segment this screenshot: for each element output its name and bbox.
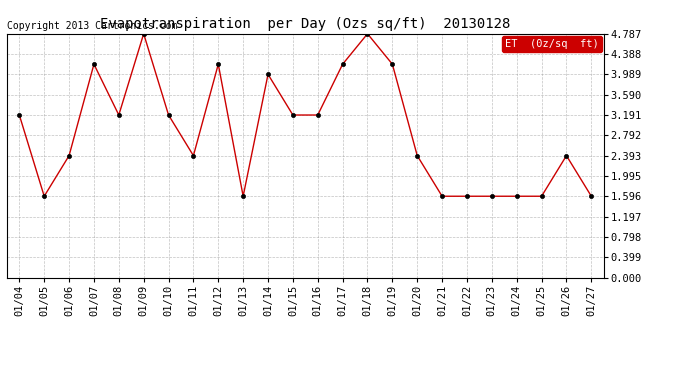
Title: Evapotranspiration  per Day (Ozs sq/ft)  20130128: Evapotranspiration per Day (Ozs sq/ft) 2… — [100, 17, 511, 31]
Text: Copyright 2013 Cartronics.com: Copyright 2013 Cartronics.com — [7, 21, 177, 32]
Legend: ET  (0z/sq  ft): ET (0z/sq ft) — [502, 36, 602, 52]
